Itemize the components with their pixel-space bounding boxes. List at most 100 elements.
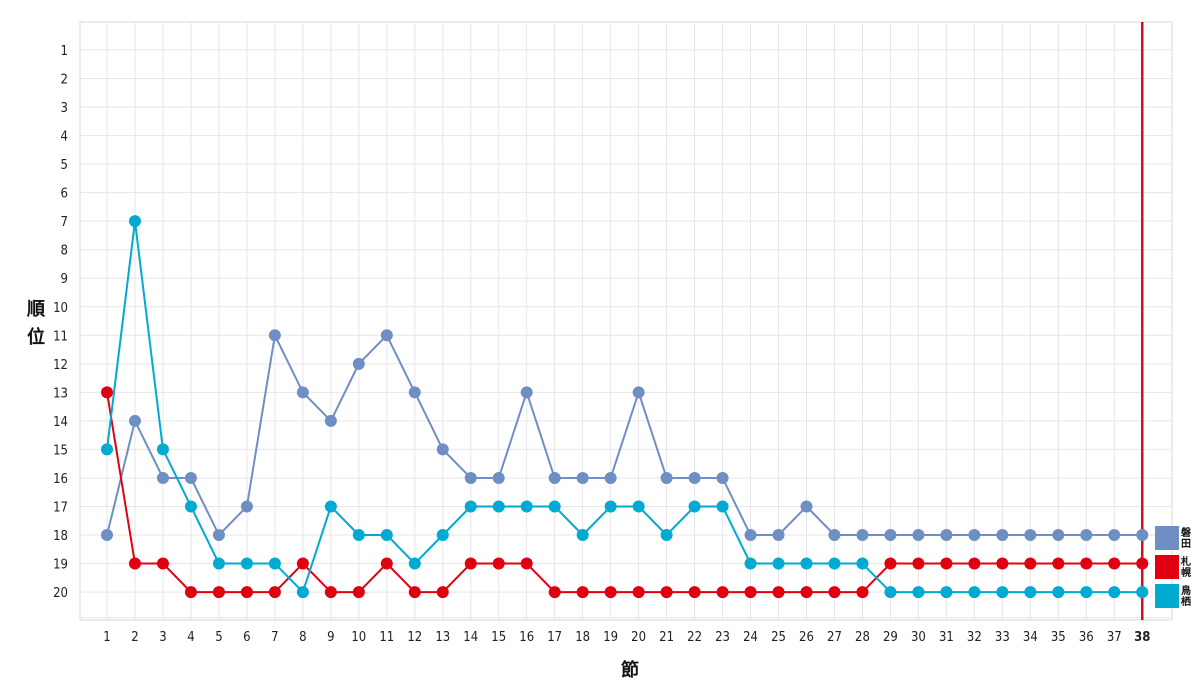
data-point (101, 386, 113, 399)
y-tick-label: 14 (53, 415, 68, 430)
data-point (101, 529, 113, 542)
data-point (632, 386, 645, 399)
data-point (996, 529, 1009, 542)
x-tick-label: 11 (379, 630, 394, 645)
data-point (856, 529, 869, 542)
series-group (101, 215, 1149, 599)
data-point (800, 557, 813, 570)
data-point (212, 557, 225, 570)
x-tick-label: 7 (271, 630, 278, 645)
data-point (604, 500, 617, 513)
data-point (492, 471, 505, 484)
y-tick-label: 9 (61, 272, 68, 287)
x-tick-label: 38 (1134, 630, 1150, 645)
data-point (996, 586, 1009, 599)
x-tick-label: 26 (799, 630, 814, 645)
legend-label: 鳥 (1181, 584, 1191, 597)
data-point (436, 586, 449, 599)
data-point (380, 557, 393, 570)
y-tick-label: 6 (61, 187, 68, 202)
legend-item: 札幌 (1155, 555, 1191, 579)
y-tick-label: 13 (53, 386, 68, 401)
x-tick-label: 4 (187, 630, 194, 645)
data-point (940, 529, 953, 542)
data-point (576, 529, 589, 542)
x-tick-label: 37 (1107, 630, 1122, 645)
legend-swatch (1155, 555, 1179, 579)
data-point (1136, 529, 1149, 542)
y-tick-label: 15 (53, 443, 68, 458)
data-point (1052, 557, 1065, 570)
data-point (128, 557, 141, 570)
y-tick-label: 11 (53, 329, 68, 344)
data-point (464, 557, 477, 570)
data-point (604, 471, 617, 484)
y-tick-label: 16 (53, 472, 68, 487)
legend-item: 鳥栖 (1155, 584, 1191, 608)
x-tick-label: 27 (827, 630, 842, 645)
data-point (688, 500, 701, 513)
y-tick-label: 10 (53, 301, 68, 316)
data-point (156, 471, 169, 484)
data-point (884, 586, 897, 599)
y-tick-label: 2 (61, 73, 68, 88)
data-point (828, 586, 841, 599)
data-point (576, 471, 589, 484)
data-point (1024, 586, 1037, 599)
data-point (1080, 529, 1093, 542)
y-tick-label: 4 (61, 130, 68, 145)
data-point (324, 414, 337, 427)
x-axis-title: 節 (621, 659, 639, 681)
data-point (996, 557, 1009, 570)
data-point (1024, 529, 1037, 542)
x-tick-label: 29 (883, 630, 898, 645)
data-point (352, 586, 365, 599)
data-point (408, 586, 421, 599)
data-point (101, 443, 113, 456)
x-tick-label: 17 (547, 630, 562, 645)
data-point (828, 529, 841, 542)
x-tick-label: 33 (995, 630, 1010, 645)
grid-lines (80, 22, 1172, 620)
data-point (828, 557, 841, 570)
data-point (520, 500, 533, 513)
data-point (548, 471, 561, 484)
data-point (884, 529, 897, 542)
x-tick-label: 20 (631, 630, 646, 645)
data-point (156, 443, 169, 456)
series-1 (101, 329, 1149, 542)
data-point (212, 586, 225, 599)
data-point (408, 386, 421, 399)
data-point (1108, 586, 1121, 599)
data-point (716, 500, 729, 513)
data-point (268, 557, 281, 570)
data-point (800, 586, 813, 599)
data-point (296, 586, 309, 599)
data-point (1136, 557, 1149, 570)
x-tick-label: 22 (687, 630, 702, 645)
data-point (380, 529, 393, 542)
data-point (940, 586, 953, 599)
data-point (520, 557, 533, 570)
data-point (968, 557, 981, 570)
x-tick-label: 13 (435, 630, 450, 645)
x-tick-label: 9 (327, 630, 334, 645)
plot-area (79, 21, 1173, 621)
data-point (464, 471, 477, 484)
data-point (884, 557, 897, 570)
y-tick-label: 1 (61, 44, 68, 59)
data-point (492, 500, 505, 513)
data-point (940, 557, 953, 570)
legend-label: 札 (1180, 555, 1191, 568)
x-tick-label: 14 (463, 630, 478, 645)
data-point (296, 557, 309, 570)
data-point (912, 557, 925, 570)
data-point (520, 386, 533, 399)
x-tick-label: 12 (407, 630, 422, 645)
series-2 (101, 386, 1149, 599)
data-point (184, 500, 197, 513)
data-point (352, 357, 365, 370)
legend-swatch (1155, 526, 1179, 550)
